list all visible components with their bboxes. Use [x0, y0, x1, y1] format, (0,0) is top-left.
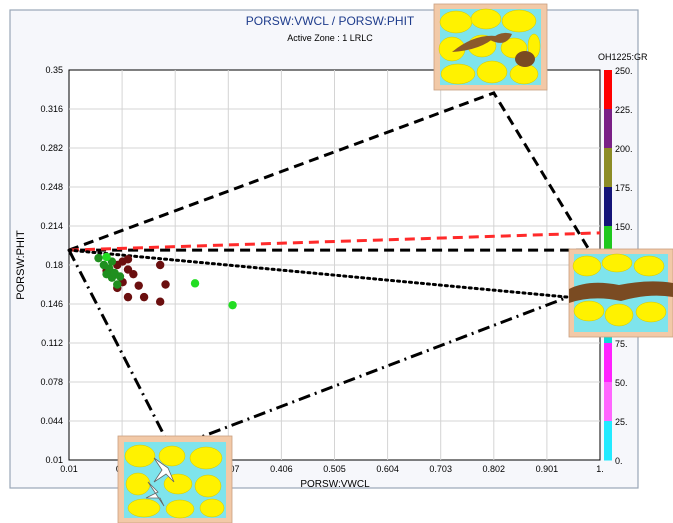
y-tick-label: 0.248: [40, 182, 63, 192]
model-line-dotted: [67, 248, 570, 299]
colorbar-tick-label: 0.: [615, 456, 623, 466]
colorbar-tick-label: 225.: [615, 105, 633, 115]
y-tick-label: 0.35: [45, 65, 63, 75]
colorbar-segment: [604, 70, 612, 110]
colorbar-tick-label: 150.: [615, 222, 633, 232]
x-tick-label: 0.802: [483, 464, 506, 474]
x-tick-label: 0.01: [60, 464, 78, 474]
data-point: [155, 260, 165, 270]
colorbar-tick-label: 25.: [615, 417, 628, 427]
y-tick-label: 0.01: [45, 455, 63, 465]
data-point: [115, 272, 125, 281]
inset-bottom-structural-clay: [117, 435, 233, 523]
data-point: [123, 265, 133, 274]
colorbar-tick-label: 175.: [615, 183, 633, 193]
data-point: [113, 280, 122, 289]
data-point: [123, 255, 133, 264]
chart-subtitle: Active Zone : 1 LRLC: [287, 33, 373, 43]
x-tick-label: 0.703: [429, 464, 452, 474]
x-tick-label: 0.901: [536, 464, 559, 474]
x-axis-label: PORSW:VWCL: [300, 479, 370, 490]
y-axis-label: PORSW:PHIT: [15, 230, 27, 300]
data-point: [123, 292, 133, 302]
colorbar-tick-label: 200.: [615, 144, 633, 154]
colorbar-tick-label: 250.: [615, 66, 633, 76]
y-tick-label: 0.214: [40, 221, 63, 231]
colorbar-label: OH1225:GR: [598, 52, 648, 62]
colorbar-segment: [604, 109, 612, 149]
data-point: [139, 292, 149, 302]
inset-right-laminated-shale: [568, 248, 673, 338]
data-point: [134, 281, 143, 290]
inset-top-sand-with-dispersed-clay: [433, 3, 548, 91]
model-line-dashed: [68, 91, 592, 252]
colorbar-segment: [604, 187, 612, 227]
y-tick-label: 0.282: [40, 143, 63, 153]
data-point: [190, 279, 200, 288]
colorbar-segment: [604, 148, 612, 188]
data-point: [102, 269, 111, 279]
colorbar-segment: [604, 421, 612, 461]
colorbar-tick-label: 75.: [615, 339, 628, 349]
x-tick-label: 0.406: [270, 464, 293, 474]
data-point: [228, 300, 237, 310]
chart-title: PORSW:VWCL / PORSW:PHIT: [246, 14, 415, 28]
data-point: [94, 253, 103, 263]
y-tick-labels: 0.35 0.316 0.282 0.248 0.214 0.18 0.146 0.112 0.…: [40, 65, 63, 465]
data-point: [161, 280, 170, 289]
colorbar-segment: [604, 382, 612, 422]
x-tick-label: 0.505: [323, 464, 346, 474]
colorbar-segment: [604, 226, 612, 266]
x-tick-label: 0.604: [376, 464, 399, 474]
colorbar-segment: [604, 343, 612, 383]
data-points: [94, 252, 237, 310]
x-tick-label: 1.: [596, 464, 604, 474]
colorbar-tick-label: 50.: [615, 378, 628, 388]
y-tick-label: 0.078: [40, 377, 63, 387]
model-line-dashed: [68, 231, 601, 252]
y-tick-label: 0.18: [45, 260, 63, 270]
data-point: [155, 297, 165, 306]
y-tick-label: 0.112: [41, 338, 63, 348]
y-tick-label: 0.146: [40, 299, 63, 309]
data-point: [102, 252, 111, 262]
y-tick-label: 0.044: [40, 416, 63, 426]
y-tick-label: 0.316: [40, 104, 63, 114]
